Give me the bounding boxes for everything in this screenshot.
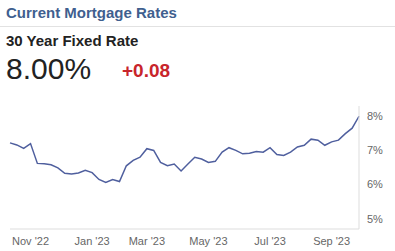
html-text:8.00%: 8.00% <box>6 52 92 85</box>
svg-text:8%: 8% <box>367 110 383 122</box>
svg-text:5%: 5% <box>367 213 383 225</box>
svg-text:Jan '23: Jan '23 <box>75 235 110 247</box>
svg-text:7%: 7% <box>367 144 383 156</box>
html-text:Current Mortgage Rates: Current Mortgage Rates <box>6 4 177 21</box>
html-text:+0.08: +0.08 <box>122 60 171 81</box>
svg-text:Sep '23: Sep '23 <box>313 235 350 247</box>
svg-text:Nov '22: Nov '22 <box>12 235 49 247</box>
svg-text:Jul '23: Jul '23 <box>254 235 285 247</box>
svg-text:6%: 6% <box>367 178 383 190</box>
svg-text:May '23: May '23 <box>189 235 227 247</box>
html-text:30 Year Fixed Rate: 30 Year Fixed Rate <box>6 32 139 49</box>
svg-text:Mar '23: Mar '23 <box>129 235 165 247</box>
